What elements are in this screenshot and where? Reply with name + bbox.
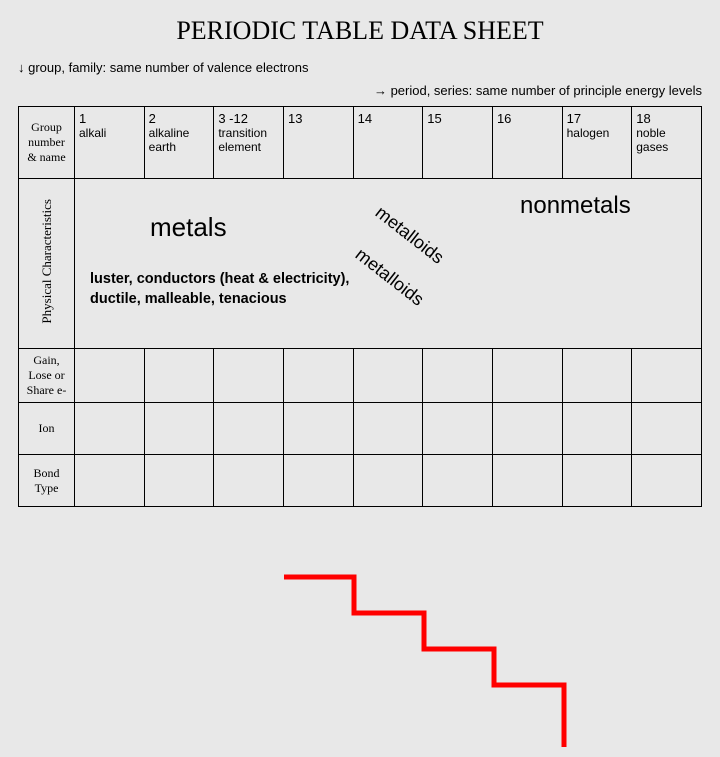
- col-name: transition element: [218, 126, 279, 154]
- col-num: 17: [567, 111, 628, 126]
- cell: [562, 349, 632, 403]
- cell: [423, 455, 493, 507]
- col-num: 13: [288, 111, 349, 126]
- note-period: → period, series: same number of princip…: [18, 83, 702, 98]
- periodic-table: Group number & name 1alkali 2alkaline ea…: [18, 106, 702, 507]
- cell: [492, 349, 562, 403]
- col-name: noble gases: [636, 126, 697, 154]
- cell: [144, 349, 214, 403]
- cell: [632, 403, 702, 455]
- cell: [144, 455, 214, 507]
- cell: [562, 455, 632, 507]
- phys-row: Physical Characteristics: [19, 179, 702, 349]
- cell: [75, 455, 145, 507]
- col-name: alkali: [79, 126, 140, 140]
- cell: [214, 349, 284, 403]
- cell: [353, 349, 423, 403]
- staircase-line: [18, 507, 702, 757]
- note-group: ↓ group, family: same number of valence …: [18, 60, 702, 75]
- col-14: 14: [353, 107, 423, 179]
- phys-body: [75, 179, 702, 349]
- cell: [283, 455, 353, 507]
- table-grid: Group number & name 1alkali 2alkaline ea…: [18, 106, 702, 507]
- cell: [632, 349, 702, 403]
- cell: [492, 455, 562, 507]
- col-name: alkaline earth: [149, 126, 210, 154]
- rowlabel-gain: Gain, Lose or Share e-: [19, 349, 75, 403]
- cell: [562, 403, 632, 455]
- gain-row: Gain, Lose or Share e-: [19, 349, 702, 403]
- cell: [423, 403, 493, 455]
- col-13: 13: [283, 107, 353, 179]
- cell: [353, 455, 423, 507]
- col-18: 18noble gases: [632, 107, 702, 179]
- col-name: halogen: [567, 126, 628, 140]
- col-1: 1alkali: [75, 107, 145, 179]
- cell: [214, 455, 284, 507]
- rowlabel-phys-text: Physical Characteristics: [39, 199, 55, 324]
- cell: [75, 349, 145, 403]
- cell: [353, 403, 423, 455]
- col-17: 17halogen: [562, 107, 632, 179]
- ion-row: Ion: [19, 403, 702, 455]
- cell: [283, 349, 353, 403]
- rowlabel-bond: Bond Type: [19, 455, 75, 507]
- cell: [423, 349, 493, 403]
- cell: [214, 403, 284, 455]
- rowlabel-phys: Physical Characteristics: [19, 179, 75, 349]
- cell: [75, 403, 145, 455]
- col-num: 1: [79, 111, 140, 126]
- cell: [492, 403, 562, 455]
- header-row: Group number & name 1alkali 2alkaline ea…: [19, 107, 702, 179]
- rowlabel-ion: Ion: [19, 403, 75, 455]
- col-num: 15: [427, 111, 488, 126]
- bond-row: Bond Type: [19, 455, 702, 507]
- col-num: 3 -12: [218, 111, 279, 126]
- col-num: 14: [358, 111, 419, 126]
- col-3: 3 -12transition element: [214, 107, 284, 179]
- cell: [632, 455, 702, 507]
- cell: [144, 403, 214, 455]
- rowlabel-group: Group number & name: [19, 107, 75, 179]
- col-16: 16: [492, 107, 562, 179]
- cell: [283, 403, 353, 455]
- col-num: 2: [149, 111, 210, 126]
- col-num: 16: [497, 111, 558, 126]
- col-num: 18: [636, 111, 697, 126]
- col-15: 15: [423, 107, 493, 179]
- page-title: PERIODIC TABLE DATA SHEET: [18, 16, 702, 46]
- col-2: 2alkaline earth: [144, 107, 214, 179]
